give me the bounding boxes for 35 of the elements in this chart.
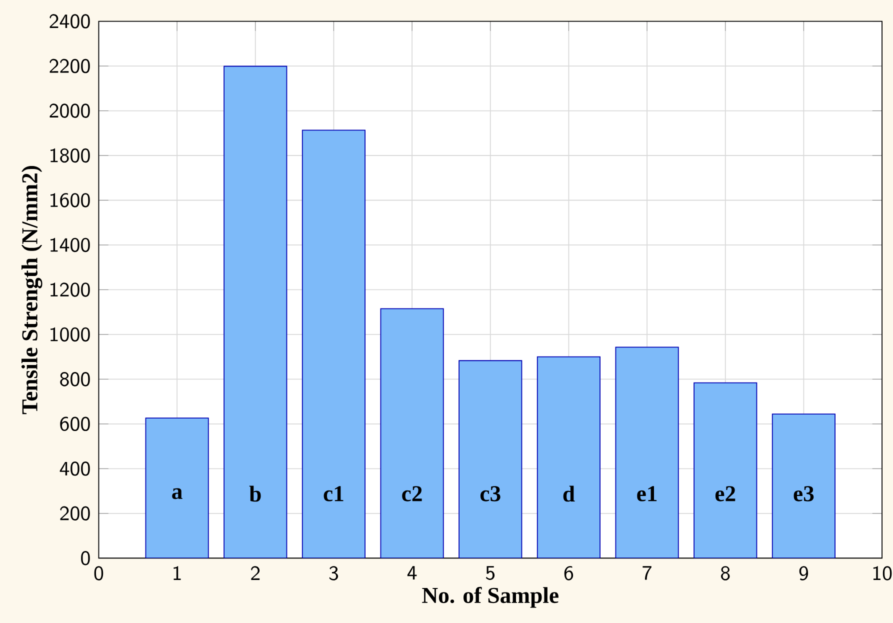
annotation: b [249, 486, 261, 502]
x-tick-label: 0 [94, 566, 104, 580]
x-tick-label: 4 [407, 566, 417, 580]
annotation: c1 [324, 486, 344, 502]
y-tick-label: 2000 [50, 104, 90, 118]
annotation: e1 [637, 486, 657, 502]
y-tick-label: 200 [60, 506, 90, 520]
annotation: a [172, 488, 182, 499]
y-tick-label: 1800 [50, 148, 90, 162]
x-tick-label: 1 [174, 566, 181, 580]
x-tick-label: 5 [486, 566, 495, 580]
y-tick-label: 2400 [50, 14, 90, 28]
y-tick-label: 400 [60, 461, 90, 476]
annotation: e3 [794, 486, 814, 502]
annotation: d [563, 486, 575, 502]
x-tick-label: 7 [642, 566, 652, 580]
y-tick-label: 1200 [50, 282, 90, 297]
y-tick-label: 800 [60, 372, 90, 386]
annotation: c2 [402, 486, 422, 502]
annotation: c3 [480, 486, 500, 502]
x-tick-label: 3 [329, 566, 338, 580]
y-tick-label: 0 [81, 550, 90, 566]
x-axis-title: No. of Sample [422, 586, 558, 608]
x-tick-label: 8 [721, 566, 730, 580]
x-tick-label: 9 [799, 566, 808, 580]
y-tick-label: 600 [60, 416, 90, 431]
x-tick-label: 10 [873, 566, 892, 580]
y-axis-title: Tensile Strength (N/mm2) [21, 166, 42, 414]
y-tick-label: 2200 [50, 58, 90, 74]
y-tick-label: 1600 [50, 192, 90, 208]
x-tick-label: 2 [251, 566, 260, 580]
annotation: e2 [715, 486, 736, 502]
y-tick-label: 1400 [50, 238, 90, 252]
x-tick-label: 6 [564, 566, 574, 580]
y-tick-label: 1000 [50, 327, 90, 342]
